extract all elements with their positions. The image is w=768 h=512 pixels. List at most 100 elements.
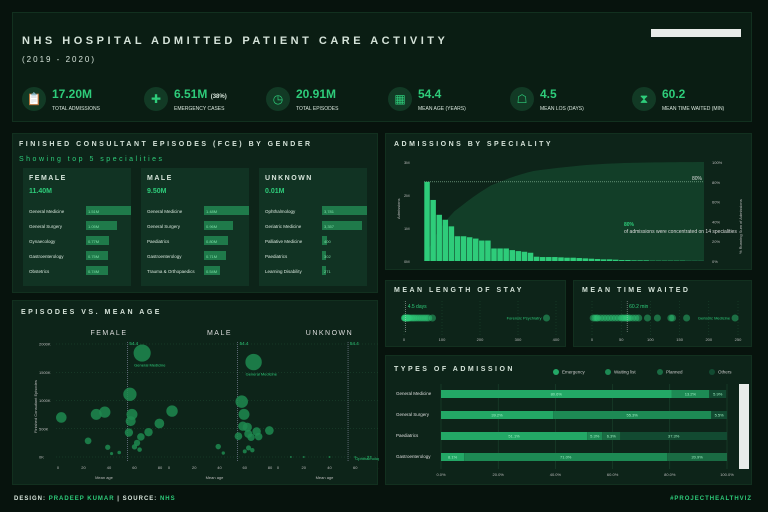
kpi-value: 6.51M (38%) [174, 87, 227, 101]
category-label: Gastroenterology [396, 454, 431, 459]
speciality-bar [625, 260, 631, 261]
scrollbar[interactable] [739, 384, 749, 469]
y2-axis-label: % Running Sum of Admissions [738, 199, 743, 254]
legend-swatch [553, 369, 559, 375]
strip-dot [635, 314, 643, 322]
fce-row: General Surgery 0.96M [147, 221, 247, 231]
scatter-point [238, 408, 250, 420]
x-tick-label: 0 [403, 337, 406, 342]
segment-label: 13.2% [685, 392, 697, 397]
speciality-bar [454, 236, 461, 261]
x-tick-label: 40 [217, 465, 222, 470]
fce-card-unknown: UNKNOWN 0.01M Ophthalmology 3,781 Geriatric … [259, 168, 367, 286]
segment-emergency [441, 432, 588, 440]
y-tick-label: 500K [39, 426, 49, 431]
speciality-bar [552, 257, 558, 261]
fce-bar: 0.80M [204, 236, 229, 245]
fce-row: Learning Disability 271 [265, 266, 365, 276]
segment-emergency [441, 390, 672, 398]
scatter-point [90, 408, 102, 420]
fce-bar: 302 [322, 251, 331, 260]
fce-bar: 0.54M [204, 266, 221, 275]
x-tick-label: 0.0% [436, 472, 446, 477]
speciality-name: General Medicine [147, 209, 183, 214]
speciality-bar [485, 240, 491, 261]
types-title: TYPES OF ADMISSION [394, 366, 515, 373]
legend-emergency: Emergency [562, 370, 586, 375]
strip-dot [404, 314, 412, 322]
scatter-point [250, 448, 255, 453]
strip-dot [419, 314, 427, 322]
scatter-point [247, 433, 255, 441]
annotation-highlight: 80% [624, 222, 635, 228]
y2-tick-label: 80% [712, 180, 720, 185]
x-tick-label: 200 [477, 337, 484, 342]
segment-label: 5.3% [590, 434, 600, 439]
scatter-point [137, 447, 142, 452]
segment-label: 5.9% [713, 392, 723, 397]
annotation-text: of admissions were concentrated on 14 sp… [624, 229, 737, 235]
segment-label: 37.3% [668, 434, 680, 439]
scatter-point [234, 432, 243, 441]
kpi-value: 60.2 [662, 87, 686, 101]
search-input[interactable] [651, 29, 741, 37]
fce-row: Gastroenterology 0.71M [147, 251, 247, 261]
scatter-point [302, 455, 305, 458]
admissions-panel: ADMISSIONS BY SPECIALITY 80% 0M 1M 2M 3M 0% 20… [385, 133, 752, 270]
kpi-value: 54.4 [418, 87, 442, 101]
speciality-bar [619, 260, 625, 261]
gender-total: 0.01M [265, 188, 285, 195]
legend-planned: Planned [666, 370, 683, 375]
design-label: DESIGN: [14, 496, 47, 502]
speciality-bar [515, 251, 522, 261]
fce-bar: 1.48M [204, 206, 249, 215]
strip-dot [410, 314, 418, 322]
strip-dot [421, 314, 429, 322]
strip-dot [402, 314, 410, 322]
speciality-bar [448, 226, 455, 261]
kpi-label: MEAN LOS (DAYS) [540, 106, 584, 112]
strip-dot [622, 314, 630, 322]
fce-bar: 0.74M [86, 266, 109, 275]
speciality-bar [472, 238, 479, 261]
category-label: General Medicine [396, 391, 432, 396]
strip-dot [593, 314, 601, 322]
fce-card-male: MALE 9.50M General Medicine 1.48M General Su… [141, 168, 249, 286]
segment-label: 39.2% [491, 413, 503, 418]
scatter-point [354, 455, 357, 458]
strip-dot [417, 314, 425, 322]
strip-dot [600, 314, 608, 322]
strip-dot [594, 314, 602, 322]
fce-row: Gynaecology 0.77M [29, 236, 129, 246]
speciality-name: Gastroenterology [29, 254, 64, 259]
calendar-icon: ▦ [388, 87, 412, 111]
fce-row: General Medicine 1.51M [29, 206, 131, 216]
x-tick-label: 60.0% [607, 472, 619, 477]
kpi-label: MEAN AGE (YEARS) [418, 106, 466, 112]
y-tick-label: 3M [404, 160, 410, 165]
strip-dot [606, 314, 614, 322]
scatter-point [56, 412, 67, 423]
x-tick-label: 100.0% [720, 472, 734, 477]
speciality-bar [588, 258, 595, 261]
x-axis-label: Mean age [316, 475, 335, 480]
scatter-point [133, 344, 151, 362]
speciality-bar [558, 257, 564, 261]
wait-title: MEAN TIME WAITED [582, 287, 691, 294]
speciality-bar [533, 256, 540, 261]
x-tick-label: 400 [553, 337, 560, 342]
strip-dot [589, 314, 597, 322]
strip-dot [626, 314, 634, 322]
y-tick-label: 0M [404, 259, 410, 264]
scatter-point [369, 455, 372, 458]
strip-dot [403, 314, 411, 322]
admissions-chart: 80% 0M 1M 2M 3M 0% 20% 40% 60% 80% 100% Admissions%… [396, 160, 743, 264]
speciality-bar [631, 260, 637, 261]
admissions-title: ADMISSIONS BY SPECIALITY [394, 141, 554, 148]
reference-label: 80% [692, 176, 703, 182]
scatter-point [154, 418, 165, 429]
fce-row: Ophthalmology 3,781 [265, 206, 367, 216]
scatter-point [245, 353, 262, 371]
x-tick-label: 0 [277, 465, 280, 470]
point-label: Ophthalmology [355, 456, 379, 461]
